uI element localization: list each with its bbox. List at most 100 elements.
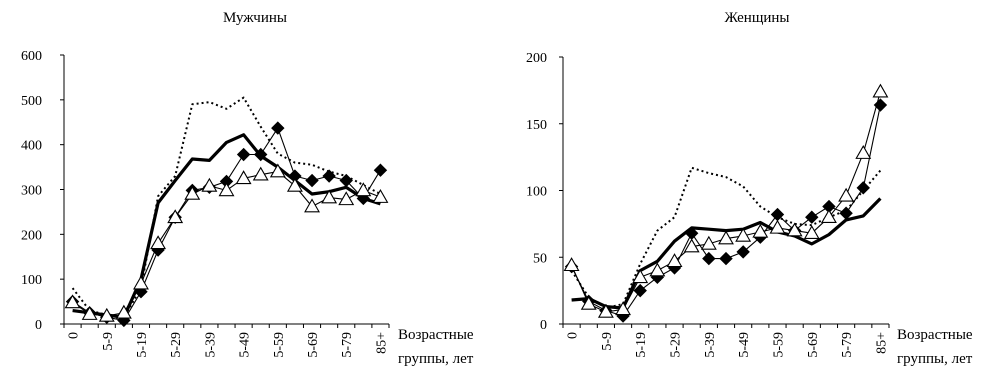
triangle-marker (632, 269, 649, 284)
series-line (571, 91, 881, 313)
diamond-marker (702, 251, 716, 266)
x-tick-label: 5-59 (272, 332, 287, 358)
series-triangle (64, 163, 389, 322)
chart-women: Женщины 0 50 100 150 200 0 5-9 5-19 5-29 5-39 5-49 5… (526, 10, 973, 367)
series-line (72, 133, 381, 319)
x-tick-label: 5-49 (737, 332, 752, 358)
triangle-marker (786, 222, 803, 237)
x-tick-label: 5-59 (771, 332, 786, 358)
x-axis-label: группы, лет (398, 351, 474, 367)
x-tick-label: 5-79 (840, 332, 855, 358)
x-tick-label: 85+ (374, 332, 389, 354)
diamond-marker (271, 121, 285, 135)
y-tick-label: 0 (540, 318, 547, 333)
triangle-marker (115, 304, 132, 319)
triangle-marker (700, 235, 717, 250)
triangle-marker (855, 145, 872, 159)
triangle-marker (338, 191, 355, 206)
x-tick-label: 5-49 (238, 332, 253, 358)
x-axis-label: Возрастные (398, 327, 474, 343)
triangle-marker (615, 301, 632, 316)
triangle-marker (666, 253, 683, 268)
triangle-marker (769, 219, 786, 234)
diamond-marker (236, 147, 251, 162)
series-diamond (564, 98, 888, 323)
triangle-marker (218, 182, 235, 197)
chart-men: Мужчины 0 100 200 300 400 500 600 0 5-9 5-19 5-29 5-… (21, 10, 474, 367)
x-axis-label: группы, лет (897, 351, 973, 367)
diamond-marker (305, 173, 319, 188)
y-tick-label: 400 (21, 139, 42, 154)
triangle-marker (252, 166, 269, 181)
y-tick-label: 200 (526, 51, 547, 66)
diamond-marker (373, 163, 388, 177)
series-triangle (563, 83, 889, 318)
triangle-marker (355, 182, 372, 197)
triangle-marker (735, 227, 752, 242)
triangle-marker (235, 170, 252, 185)
triangle-marker (580, 295, 597, 310)
triangle-marker (98, 307, 115, 322)
triangle-marker (752, 223, 769, 238)
x-tick-label: 85+ (874, 332, 889, 354)
triangle-marker (64, 294, 81, 309)
triangle-marker (803, 225, 820, 240)
triangle-marker (150, 235, 167, 250)
diamond-marker (839, 206, 853, 220)
x-tick-label: 5-29 (669, 332, 684, 358)
x-tick-label: 5-69 (806, 332, 821, 358)
triangle-marker (81, 306, 98, 320)
triangle-marker (304, 198, 320, 213)
x-tick-label: 5-69 (306, 332, 321, 358)
x-tick-label: 5-39 (203, 332, 218, 358)
diamond-marker (719, 251, 733, 266)
y-tick-label: 100 (526, 185, 547, 200)
y-tick-label: 600 (21, 49, 42, 64)
diamond-marker (805, 210, 819, 224)
diamond-marker (254, 147, 268, 162)
y-tick-label: 500 (21, 94, 42, 109)
diamond-marker (339, 173, 353, 188)
triangle-marker (321, 189, 338, 204)
x-tick-label: 5-19 (634, 332, 649, 358)
triangle-marker (820, 209, 837, 223)
y-tick-label: 0 (35, 318, 42, 333)
triangle-marker (838, 187, 855, 202)
series-line (72, 127, 381, 321)
series-diamond (65, 121, 388, 328)
diamond-marker (633, 283, 647, 298)
triangle-marker (563, 257, 580, 272)
triangle-marker (133, 275, 149, 290)
x-tick-label: 5-9 (600, 332, 615, 351)
x-tick-label: 5-19 (135, 332, 150, 358)
triangle-marker (184, 185, 201, 200)
triangle-marker (718, 230, 734, 245)
x-tick-label: 5-9 (101, 332, 116, 351)
x-tick-label: 0 (67, 332, 82, 339)
diamond-marker (856, 181, 870, 195)
series-solid-thick (72, 133, 381, 319)
diamond-marker (736, 245, 750, 259)
triangle-marker (872, 83, 889, 98)
y-tick-label: 150 (526, 118, 547, 133)
series-dotted (71, 96, 381, 319)
chart-title: Мужчины (223, 10, 287, 26)
chart-title: Женщины (724, 10, 789, 26)
triangle-marker (269, 163, 286, 178)
triangle-marker (649, 262, 666, 277)
series-line (71, 96, 381, 319)
y-tick-label: 100 (21, 273, 42, 288)
triangle-marker (167, 209, 184, 224)
x-axis-label: Возрастные (897, 327, 973, 343)
x-tick-label: 5-39 (703, 332, 718, 358)
triangle-marker (201, 177, 218, 192)
diamond-marker (322, 169, 336, 183)
y-tick-label: 50 (533, 251, 547, 266)
triangle-marker (597, 303, 614, 318)
y-tick-label: 300 (21, 184, 42, 199)
x-tick-label: 5-29 (169, 332, 184, 358)
x-tick-label: 0 (566, 332, 581, 339)
y-tick-label: 200 (21, 228, 42, 243)
x-tick-label: 5-79 (340, 332, 355, 358)
